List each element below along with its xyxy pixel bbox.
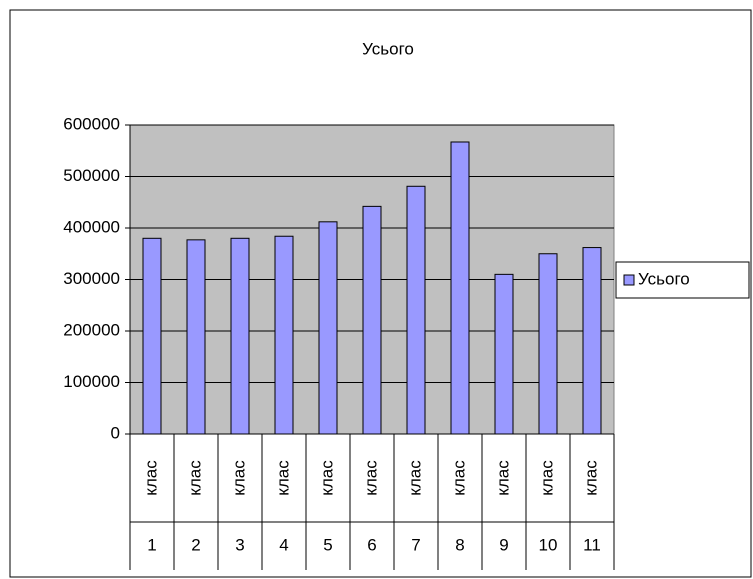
x-tick-label: клас bbox=[317, 460, 336, 496]
x-group-label: 3 bbox=[235, 535, 244, 554]
x-tick-label: клас bbox=[185, 460, 204, 496]
y-tick-label: 500000 bbox=[63, 166, 120, 185]
x-tick-label: клас bbox=[493, 460, 512, 496]
y-tick-label: 0 bbox=[111, 423, 120, 442]
bar bbox=[186, 239, 206, 435]
y-tick-label: 300000 bbox=[63, 269, 120, 288]
x-tick-label: клас bbox=[361, 460, 380, 496]
legend-swatch bbox=[623, 274, 635, 286]
bar bbox=[230, 237, 250, 435]
x-group-label: 2 bbox=[191, 535, 200, 554]
x-group-label: 9 bbox=[499, 535, 508, 554]
bar bbox=[318, 221, 338, 435]
y-tick-label: 400000 bbox=[63, 217, 120, 236]
x-group-label: 5 bbox=[323, 535, 332, 554]
x-group-label: 8 bbox=[455, 535, 464, 554]
chart-title: Усього bbox=[362, 39, 414, 58]
bar bbox=[450, 141, 470, 435]
y-tick-label: 100000 bbox=[63, 372, 120, 391]
legend-box bbox=[615, 261, 750, 299]
bar bbox=[362, 205, 382, 435]
x-tick-label: клас bbox=[537, 460, 556, 496]
y-tick-label: 600000 bbox=[63, 114, 120, 133]
x-tick-label: клас bbox=[405, 460, 424, 496]
x-group-label: 7 bbox=[411, 535, 420, 554]
bar bbox=[142, 237, 162, 435]
x-tick-label: клас bbox=[449, 460, 468, 496]
x-group-label: 10 bbox=[539, 535, 558, 554]
x-tick-label: клас bbox=[273, 460, 292, 496]
bar bbox=[406, 185, 426, 435]
bar bbox=[494, 273, 514, 435]
x-group-label: 4 bbox=[279, 535, 288, 554]
x-tick-label: клас bbox=[229, 460, 248, 496]
x-tick-label: клас bbox=[581, 460, 600, 496]
x-group-label: 1 bbox=[147, 535, 156, 554]
bar bbox=[582, 247, 602, 435]
x-tick-label: клас bbox=[141, 460, 160, 496]
legend-label: Усього bbox=[638, 269, 690, 288]
x-group-label: 11 bbox=[583, 535, 601, 554]
bar bbox=[274, 235, 294, 435]
y-tick-label: 200000 bbox=[63, 320, 120, 339]
bar bbox=[538, 253, 558, 435]
x-group-label: 6 bbox=[367, 535, 376, 554]
